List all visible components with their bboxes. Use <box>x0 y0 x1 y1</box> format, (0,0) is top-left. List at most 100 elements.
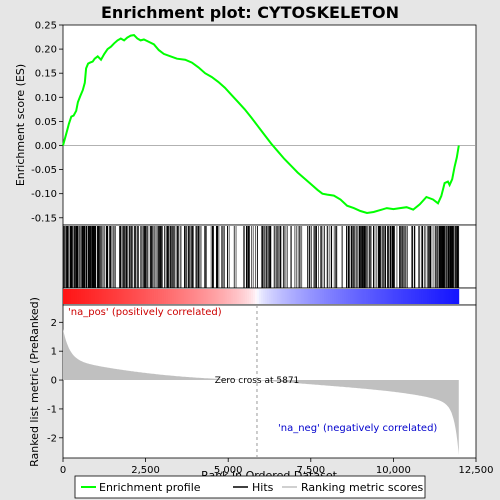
color-bar-cell <box>290 289 293 304</box>
color-bar-cell <box>128 289 131 304</box>
color-bar-cell <box>391 289 394 304</box>
color-bar-cell <box>66 289 70 304</box>
x-tick-label: 12,500 <box>459 465 494 476</box>
es-y-tick-label: 0.25 <box>35 21 57 32</box>
color-bar-cell <box>371 289 375 304</box>
color-bar-cell <box>322 289 325 304</box>
color-bar-cell <box>442 289 446 304</box>
color-bar-cell <box>138 289 141 304</box>
color-bar-cell <box>256 289 260 304</box>
x-axis: 0 2,500 5,000 7,500 10,000 12,500 <box>60 458 494 476</box>
color-bar-cell <box>413 289 416 304</box>
color-bar-cell <box>142 289 145 304</box>
x-tick-label: 7,500 <box>296 465 325 476</box>
color-bar-cell <box>245 289 248 304</box>
hit-markers <box>63 226 460 288</box>
color-bar-cell <box>409 289 412 304</box>
color-bar-cell <box>334 289 337 304</box>
legend-box <box>74 475 426 499</box>
color-bar-cell <box>456 289 460 304</box>
color-bar-cell <box>252 289 256 304</box>
color-bar-cell <box>233 289 236 304</box>
es-y-tick-label: -0.10 <box>31 189 57 200</box>
color-bar-cell <box>411 289 414 304</box>
color-bar-cell <box>197 289 200 304</box>
color-bar-cell <box>171 289 175 304</box>
color-bar-cell <box>100 289 103 304</box>
color-bar-cell <box>223 289 226 304</box>
color-bar-cell <box>116 289 119 304</box>
color-bar-cell <box>64 289 68 304</box>
metric-y-tick-label: 1 <box>51 347 57 358</box>
color-bar-cell <box>70 289 74 304</box>
color-bar-cell <box>80 289 84 304</box>
color-bar-cell <box>254 289 258 304</box>
color-bar-cell <box>377 289 381 304</box>
color-bar-cell <box>175 289 179 304</box>
es-y-tick-label: 0.20 <box>35 45 57 56</box>
metric-y-tick-label: 0 <box>51 376 57 387</box>
es-y-tick-label: 0.10 <box>35 93 57 104</box>
color-bar-cell <box>205 289 208 304</box>
metric-y-tick-label: -1 <box>47 404 57 415</box>
color-bar-cell <box>338 289 341 304</box>
color-bar-cell <box>452 289 456 304</box>
color-bar-cell <box>167 289 171 304</box>
color-bar-cell <box>389 289 392 304</box>
color-bar-cell <box>359 289 363 304</box>
color-bar-cell <box>112 289 115 304</box>
color-bar-cell <box>393 289 396 304</box>
color-bar-cell <box>444 289 448 304</box>
color-bar-cell <box>330 289 333 304</box>
color-bar-cell <box>284 289 288 304</box>
color-bar-cell <box>239 289 242 304</box>
color-bar-cell <box>312 289 315 304</box>
positive-label: 'na_pos' (positively correlated) <box>68 307 222 318</box>
color-bar-cell <box>336 289 339 304</box>
color-bar-cell <box>454 289 458 304</box>
color-bar-cell <box>351 289 355 304</box>
color-bar-cell <box>106 289 109 304</box>
es-y-tick-label: 0.05 <box>35 117 57 128</box>
color-bar-cell <box>435 289 438 304</box>
color-bar-cell <box>237 289 240 304</box>
color-bar-cell <box>405 289 408 304</box>
color-bar-cell <box>429 289 432 304</box>
color-bar-cell <box>373 289 377 304</box>
color-bar-cell <box>179 289 183 304</box>
metric-panel: -2 -1 0 1 2 Zero cross at 5871 'na_pos' (pos… <box>28 297 477 467</box>
color-bar-cell <box>207 289 210 304</box>
color-bar-cell <box>110 289 113 304</box>
color-bar-cell <box>203 289 206 304</box>
color-bar-cell <box>433 289 436 304</box>
color-bar-cell <box>250 289 254 304</box>
color-bar-cell <box>140 289 143 304</box>
color-bar-cell <box>395 289 398 304</box>
legend-metric-label: Ranking metric scores <box>301 481 423 494</box>
color-bar-cell <box>272 289 276 304</box>
color-bar-cell <box>282 289 286 304</box>
color-bar-cell <box>136 289 139 304</box>
color-bar-cell <box>367 289 371 304</box>
color-bar-cell <box>379 289 383 304</box>
color-bar-cell <box>280 289 284 304</box>
color-bar-cell <box>156 289 159 304</box>
color-bar-cell <box>152 289 155 304</box>
metric-y-tick-label: 2 <box>51 318 57 329</box>
color-bar-cell <box>415 289 418 304</box>
color-bar-cell <box>294 289 297 304</box>
color-bar-cell <box>122 289 125 304</box>
color-bar-cell <box>342 289 345 304</box>
color-bar-cell <box>92 289 96 304</box>
es-y-tick-label: 0.00 <box>35 141 57 152</box>
color-bar-cell <box>227 289 230 304</box>
color-bar-cell <box>264 289 268 304</box>
es-y-tick-label: -0.05 <box>31 165 57 176</box>
color-bar-cell <box>154 289 157 304</box>
color-bar-cell <box>247 289 250 304</box>
color-bar-cell <box>369 289 373 304</box>
color-bar-cell <box>144 289 147 304</box>
zero-cross-label: Zero cross at 5871 <box>215 376 300 386</box>
color-bar-cell <box>84 289 88 304</box>
